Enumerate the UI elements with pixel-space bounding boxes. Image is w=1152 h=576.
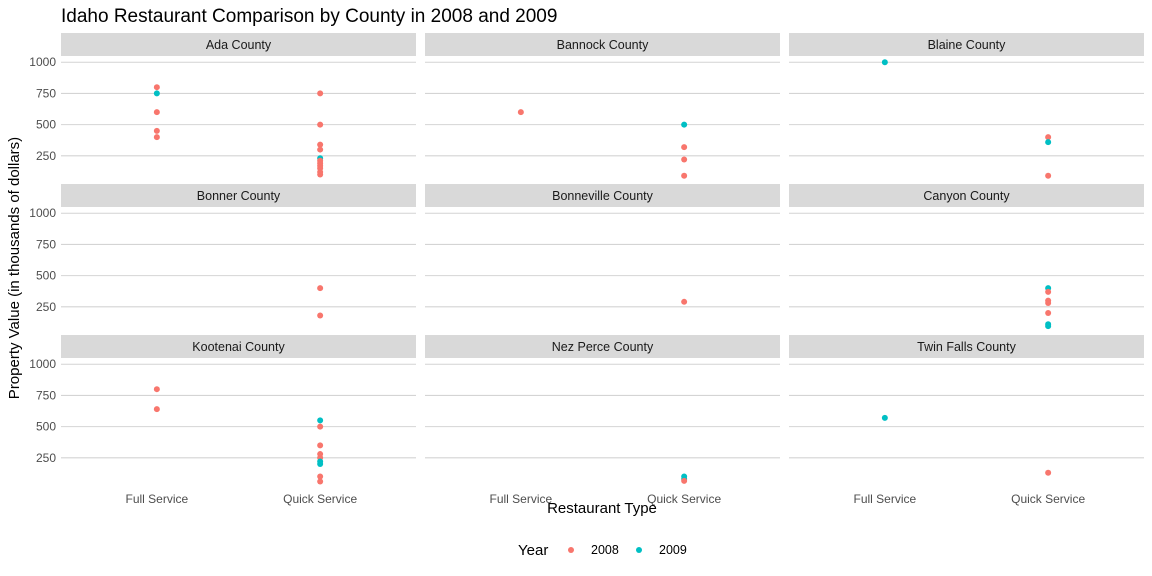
facet-strip bbox=[789, 184, 1144, 207]
facet-strip bbox=[61, 184, 416, 207]
data-point bbox=[1045, 323, 1052, 330]
facet-strip bbox=[425, 335, 780, 358]
data-point bbox=[153, 386, 160, 393]
facet-blaine-county: Blaine County bbox=[789, 33, 1144, 179]
legend-label: 2009 bbox=[659, 543, 687, 557]
facet-strip-label: Ada County bbox=[206, 38, 272, 52]
y-tick-label: 1000 bbox=[29, 206, 56, 220]
x-axis-title: Restaurant Type bbox=[547, 500, 657, 517]
data-point bbox=[317, 121, 324, 128]
facet-canyon-county: Canyon County bbox=[789, 184, 1144, 330]
x-tick-label: Full Service bbox=[490, 492, 553, 506]
x-tick-label: Quick Service bbox=[1011, 492, 1085, 506]
facet-strip bbox=[789, 335, 1144, 358]
data-point bbox=[153, 134, 160, 141]
data-point bbox=[317, 423, 324, 430]
data-point bbox=[317, 442, 324, 449]
facet-strip-label: Bonneville County bbox=[552, 189, 654, 203]
y-tick-label: 250 bbox=[36, 149, 56, 163]
facet-strip-label: Nez Perce County bbox=[552, 340, 654, 354]
data-point bbox=[317, 285, 324, 292]
data-point bbox=[1045, 288, 1052, 295]
facet-nez-perce-county: Nez Perce County Full Service Quick Servic… bbox=[425, 335, 780, 506]
y-tick-label: 500 bbox=[36, 420, 56, 434]
data-point bbox=[681, 298, 688, 305]
data-point bbox=[517, 109, 524, 116]
data-point bbox=[681, 144, 688, 151]
chart-title: Idaho Restaurant Comparison by County in… bbox=[61, 6, 557, 27]
y-tick-label: 750 bbox=[36, 86, 56, 100]
x-tick-label: Quick Service bbox=[283, 492, 357, 506]
facet-strip bbox=[61, 33, 416, 56]
legend: Year 2008 2009 bbox=[518, 542, 687, 559]
data-point bbox=[881, 414, 888, 421]
data-point bbox=[153, 127, 160, 134]
data-point bbox=[153, 90, 160, 97]
x-tick-label: Quick Service bbox=[647, 492, 721, 506]
data-point bbox=[317, 312, 324, 319]
data-point bbox=[317, 417, 324, 424]
data-point bbox=[153, 84, 160, 91]
data-point bbox=[681, 172, 688, 179]
data-point bbox=[681, 121, 688, 128]
facet-strip-label: Bonner County bbox=[197, 189, 281, 203]
facet-panels: Ada County 250 500 750 1000 Bannock County Bla… bbox=[29, 33, 1144, 506]
facet-strip bbox=[425, 184, 780, 207]
y-tick-label: 500 bbox=[36, 118, 56, 132]
y-tick-label: 1000 bbox=[29, 55, 56, 69]
y-tick-label: 250 bbox=[36, 300, 56, 314]
data-point bbox=[681, 477, 688, 484]
facet-strip-label: Twin Falls County bbox=[917, 340, 1016, 354]
y-tick-label: 750 bbox=[36, 237, 56, 251]
facet-kootenai-county: Kootenai County 250 500 750 1000 Full Service… bbox=[29, 335, 416, 506]
legend-key-2009 bbox=[636, 547, 642, 553]
x-tick-label: Full Service bbox=[126, 492, 189, 506]
y-tick-label: 500 bbox=[36, 269, 56, 283]
facet-bonneville-county: Bonneville County bbox=[425, 184, 780, 308]
data-point bbox=[1045, 172, 1052, 179]
data-point bbox=[881, 59, 888, 66]
data-point bbox=[1045, 139, 1052, 146]
data-point bbox=[317, 461, 324, 468]
data-point bbox=[317, 473, 324, 480]
data-point bbox=[1045, 300, 1052, 307]
facet-strip bbox=[61, 335, 416, 358]
facet-strip-label: Canyon County bbox=[923, 189, 1010, 203]
facet-strip-label: Kootenai County bbox=[192, 340, 285, 354]
data-point bbox=[153, 109, 160, 116]
data-point bbox=[153, 406, 160, 413]
facet-bonner-county: Bonner County 250 500 750 1000 bbox=[29, 184, 416, 319]
facet-strip bbox=[789, 33, 1144, 56]
data-point bbox=[317, 146, 324, 153]
facet-strip-label: Bannock County bbox=[557, 38, 649, 52]
data-point bbox=[1045, 310, 1052, 317]
legend-key-2008 bbox=[568, 547, 574, 553]
data-point bbox=[317, 478, 324, 485]
data-point bbox=[317, 90, 324, 97]
y-tick-label: 750 bbox=[36, 388, 56, 402]
y-axis-title: Property Value (in thousands of dollars) bbox=[6, 137, 23, 399]
facet-strip bbox=[425, 33, 780, 56]
data-point bbox=[1045, 134, 1052, 141]
data-point bbox=[317, 171, 324, 178]
legend-title: Year bbox=[518, 542, 548, 559]
y-tick-label: 1000 bbox=[29, 357, 56, 371]
x-tick-label: Full Service bbox=[854, 492, 917, 506]
y-tick-label: 250 bbox=[36, 451, 56, 465]
data-point bbox=[1045, 469, 1052, 476]
facet-ada-county: Ada County 250 500 750 1000 bbox=[29, 33, 416, 178]
facet-strip-label: Blaine County bbox=[928, 38, 1007, 52]
facet-bannock-county: Bannock County bbox=[425, 33, 780, 179]
data-point bbox=[681, 156, 688, 163]
legend-label: 2008 bbox=[591, 543, 619, 557]
facet-twin-falls-county: Twin Falls County Full Service Quick Servi… bbox=[789, 335, 1144, 506]
data-point bbox=[317, 141, 324, 148]
